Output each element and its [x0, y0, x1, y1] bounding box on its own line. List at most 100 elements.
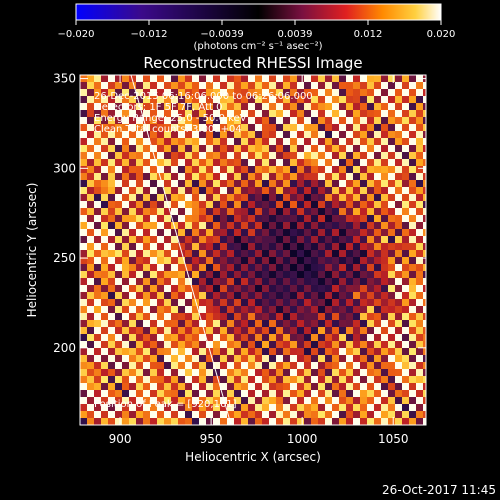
heatmap-cell [199, 145, 206, 152]
heatmap-cell [213, 383, 220, 390]
heatmap-cell [192, 320, 199, 327]
heatmap-cell [367, 411, 374, 418]
heatmap-cell [374, 355, 381, 362]
heatmap-cell [157, 187, 164, 194]
heatmap-cell [304, 180, 311, 187]
heatmap-cell [388, 96, 395, 103]
heatmap-cell [185, 264, 192, 271]
heatmap-cell [241, 229, 248, 236]
heatmap-cell [115, 355, 122, 362]
heatmap-cell [395, 348, 402, 355]
heatmap-cell [241, 383, 248, 390]
heatmap-cell [94, 117, 101, 124]
heatmap-cell [115, 292, 122, 299]
heatmap-cell [234, 376, 241, 383]
heatmap-cell [346, 222, 353, 229]
heatmap-cell [353, 82, 360, 89]
heatmap-cell [395, 292, 402, 299]
heatmap-cell [108, 341, 115, 348]
heatmap-cell [416, 320, 423, 327]
colorbar-tick-label: 0.012 [354, 29, 383, 40]
heatmap-cell [192, 418, 199, 425]
heatmap-cell [94, 180, 101, 187]
heatmap-cell [157, 257, 164, 264]
heatmap-cell [269, 320, 276, 327]
heatmap-cell [220, 222, 227, 229]
heatmap-cell [409, 278, 416, 285]
heatmap-cell [129, 159, 136, 166]
heatmap-cell [157, 327, 164, 334]
heatmap-cell [353, 222, 360, 229]
heatmap-cell [80, 131, 87, 138]
heatmap-cell [276, 110, 283, 117]
heatmap-cell [185, 313, 192, 320]
heatmap-cell [318, 117, 325, 124]
heatmap-cell [360, 82, 367, 89]
heatmap-cell [269, 397, 276, 404]
heatmap-cell [388, 334, 395, 341]
heatmap-cell [87, 369, 94, 376]
heatmap-cell [346, 411, 353, 418]
heatmap-cell [136, 299, 143, 306]
heatmap-cell [157, 103, 164, 110]
heatmap-cell [143, 327, 150, 334]
heatmap-cell [171, 285, 178, 292]
heatmap-cell [269, 306, 276, 313]
heatmap-cell [164, 292, 171, 299]
heatmap-cell [94, 103, 101, 110]
heatmap-cell [353, 278, 360, 285]
heatmap-cell [381, 313, 388, 320]
heatmap-cell [409, 145, 416, 152]
heatmap-cell [409, 418, 416, 425]
heatmap-cell [409, 390, 416, 397]
heatmap-cell [101, 383, 108, 390]
heatmap-cell [115, 299, 122, 306]
heatmap-cell [220, 236, 227, 243]
heatmap-cell [178, 418, 185, 425]
heatmap-cell [108, 229, 115, 236]
heatmap-cell [87, 124, 94, 131]
heatmap-cell [185, 180, 192, 187]
heatmap-cell [220, 229, 227, 236]
heatmap-cell [213, 341, 220, 348]
heatmap-cell [129, 411, 136, 418]
heatmap-cell [108, 89, 115, 96]
heatmap-cell [402, 131, 409, 138]
heatmap-cell [423, 89, 426, 96]
heatmap-cell [220, 320, 227, 327]
y-tick-label: 250 [53, 251, 76, 265]
heatmap-cell [143, 180, 150, 187]
heatmap-cell [318, 173, 325, 180]
heatmap-cell [374, 348, 381, 355]
heatmap-cell [276, 201, 283, 208]
heatmap-cell [353, 362, 360, 369]
heatmap-cell [297, 278, 304, 285]
heatmap-cell [381, 75, 388, 82]
heatmap-cell [416, 145, 423, 152]
heatmap-cell [325, 201, 332, 208]
heatmap-cell [115, 159, 122, 166]
heatmap-cell [318, 222, 325, 229]
heatmap-cell [164, 334, 171, 341]
heatmap-cell [171, 145, 178, 152]
heatmap-cell [423, 418, 426, 425]
heatmap-cell [248, 320, 255, 327]
heatmap-cell [346, 131, 353, 138]
heatmap-cell [157, 166, 164, 173]
heatmap-cell [101, 306, 108, 313]
heatmap-cell [318, 124, 325, 131]
heatmap-cell [164, 82, 171, 89]
heatmap-cell [388, 278, 395, 285]
heatmap-cell [101, 418, 108, 425]
heatmap-cell [213, 229, 220, 236]
heatmap-cell [87, 208, 94, 215]
heatmap-cell [339, 215, 346, 222]
heatmap-cell [381, 390, 388, 397]
heatmap-cell [192, 390, 199, 397]
heatmap-cell [143, 285, 150, 292]
heatmap-cell [367, 145, 374, 152]
heatmap-cell [234, 187, 241, 194]
heatmap-cell [255, 390, 262, 397]
heatmap-cell [248, 110, 255, 117]
heatmap-cell [332, 306, 339, 313]
